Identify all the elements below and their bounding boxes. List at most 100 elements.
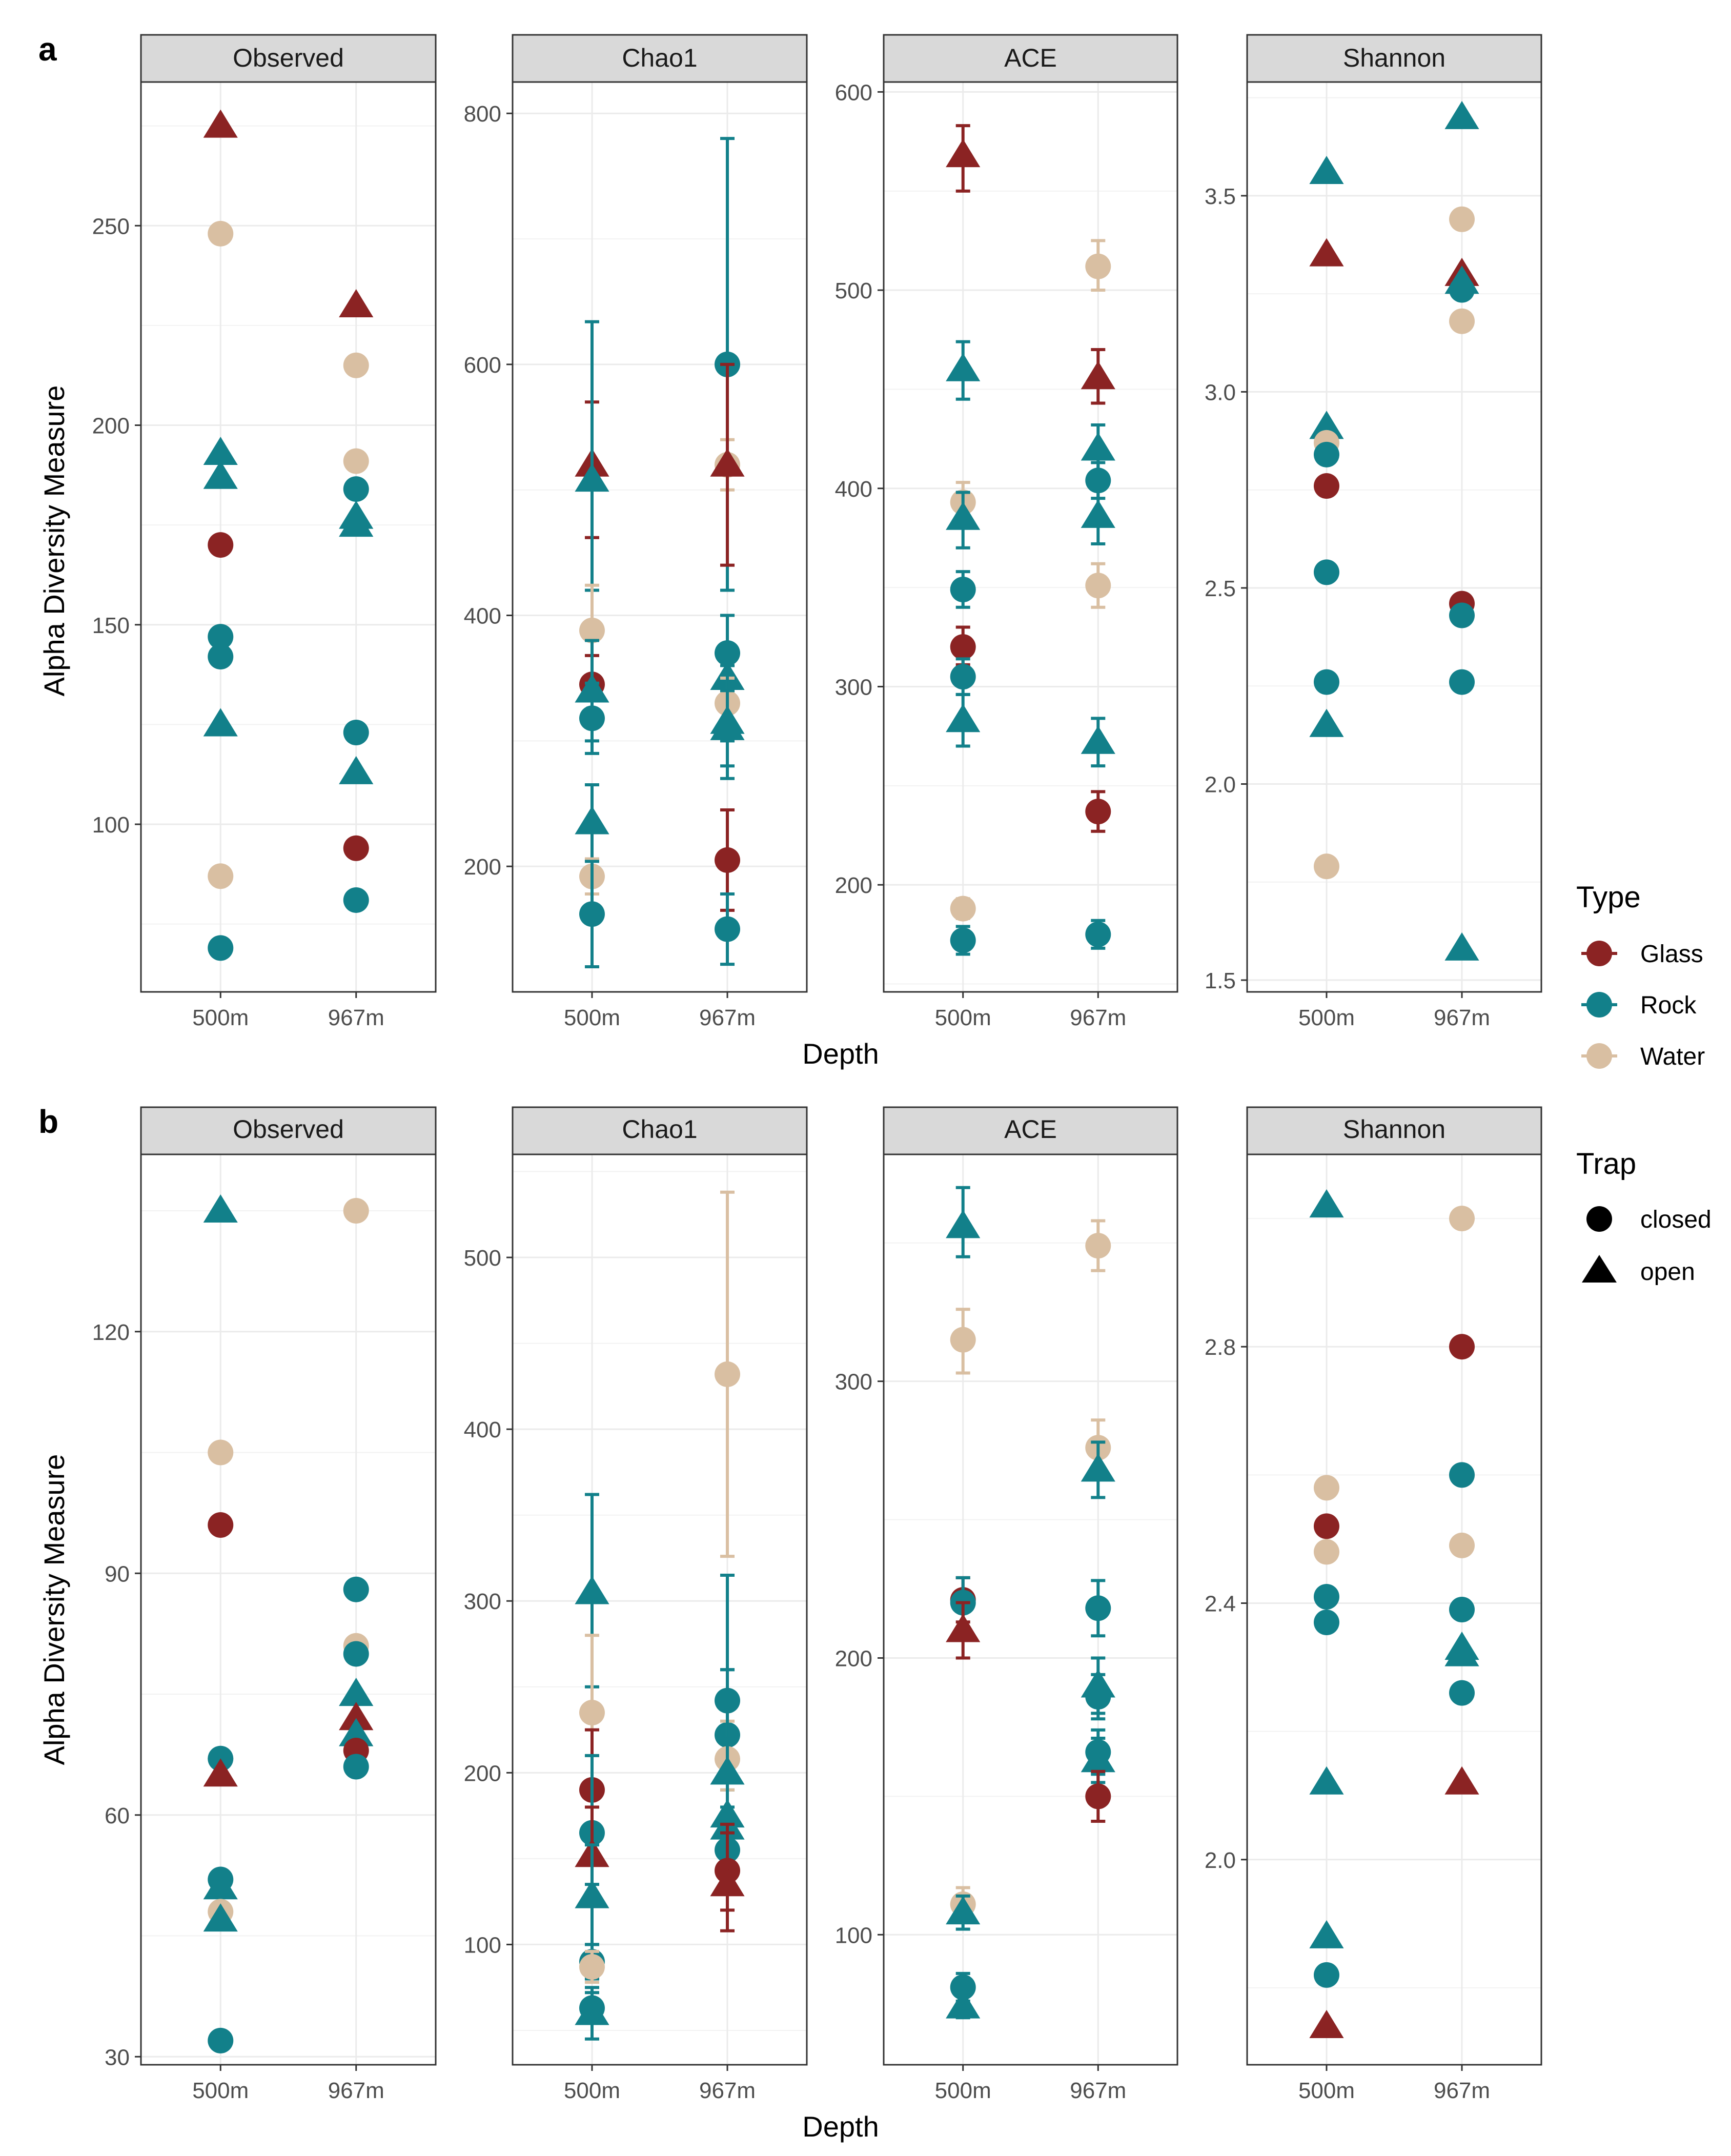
data-point-rock-open — [1309, 1766, 1344, 1795]
data-point-rock-closed — [208, 935, 234, 961]
x-tick-label: 500m — [1298, 1005, 1355, 1030]
data-point-water-closed — [208, 1439, 234, 1466]
y-tick-label: 2.0 — [1205, 772, 1236, 798]
facet-strip — [512, 34, 808, 83]
data-point-rock-open — [946, 1210, 981, 1238]
panel-label: a — [38, 31, 57, 68]
data-point-glass-open — [710, 1868, 745, 1897]
data-point-rock-open — [1309, 155, 1344, 185]
facet-strip — [140, 34, 437, 83]
data-point-glass-closed — [1449, 1334, 1475, 1360]
data-point-water-closed — [579, 1954, 605, 1980]
facet-shannon: Shannon 2.0 2.4 2.8 500m 967m — [1205, 1106, 1542, 2103]
facet-observed: Observed 30 60 90 120 500m 967m — [92, 1106, 437, 2103]
data-point-water-closed — [579, 1700, 605, 1726]
data-point-water-closed — [950, 896, 976, 922]
y-tick-label: 300 — [835, 1370, 872, 1395]
y-tick-label: 800 — [464, 101, 501, 127]
data-point-rock-closed — [1313, 559, 1339, 585]
data-point-rock-closed — [343, 887, 369, 913]
data-point-rock-open — [203, 460, 238, 489]
data-point-rock-closed — [1085, 1684, 1111, 1710]
y-tick-label: 250 — [92, 214, 130, 239]
panel-border — [512, 1153, 808, 2066]
facet-title: ACE — [1004, 44, 1057, 72]
y-tick-label: 200 — [835, 1646, 872, 1671]
data-point-rock-open — [575, 1880, 609, 1908]
y-tick-label: 3.0 — [1205, 380, 1236, 405]
data-point-rock-open — [575, 1997, 609, 2025]
x-tick-label: 500m — [192, 1005, 249, 1030]
data-point-rock-closed — [950, 576, 976, 602]
data-point-rock-open — [1309, 411, 1344, 439]
data-point-water-closed — [1313, 1475, 1339, 1501]
facet-title: Chao1 — [622, 44, 697, 72]
data-point-water-closed — [1449, 206, 1475, 232]
y-tick-label: 300 — [835, 675, 872, 700]
facet-title: Shannon — [1343, 44, 1445, 72]
panel-border — [883, 81, 1178, 993]
data-point-rock-open — [203, 1903, 238, 1932]
y-tick-label: 400 — [464, 604, 501, 629]
data-point-rock-open — [946, 704, 981, 733]
data-point-water-closed — [1449, 1532, 1475, 1558]
panel-border — [512, 81, 808, 993]
data-point-rock-closed — [1449, 1680, 1475, 1706]
facet-strip — [883, 34, 1178, 83]
data-point-water-closed — [1449, 308, 1475, 334]
panel-border — [1246, 1153, 1542, 2066]
data-point-rock-closed — [1449, 669, 1475, 695]
data-point-rock-open — [946, 1896, 981, 1925]
y-tick-label: 600 — [835, 80, 872, 105]
y-tick-label: 200 — [92, 414, 130, 439]
data-point-glass-closed — [1313, 473, 1339, 499]
y-tick-label: 90 — [105, 1561, 130, 1587]
x-tick-label: 500m — [192, 2078, 249, 2103]
data-point-glass-closed — [208, 532, 234, 558]
data-point-glass-open — [1309, 238, 1344, 267]
y-tick-label: 2.0 — [1205, 1848, 1236, 1873]
data-point-rock-closed — [715, 916, 741, 942]
facet-title: Shannon — [1343, 1115, 1445, 1144]
legend-label-closed: closed — [1640, 1206, 1712, 1233]
facet-title: Chao1 — [622, 1115, 697, 1144]
facet-strip — [883, 1106, 1178, 1155]
data-point-rock-open — [575, 806, 609, 835]
data-point-rock-closed — [208, 644, 234, 670]
data-point-rock-open — [203, 1194, 238, 1223]
data-point-glass-open — [946, 1614, 981, 1642]
x-tick-label: 500m — [1298, 2078, 1355, 2103]
data-point-rock-closed — [343, 1576, 369, 1602]
data-point-rock-open — [203, 1871, 238, 1900]
facet-strip — [1246, 1106, 1542, 1155]
data-point-rock-closed — [343, 1754, 369, 1780]
legend-label-rock: Rock — [1640, 992, 1697, 1019]
x-tick-label: 500m — [564, 1005, 620, 1030]
data-point-rock-open — [203, 708, 238, 737]
y-axis-label: Alpha Diversity Measure — [38, 1454, 70, 1765]
y-axis-label: Alpha Diversity Measure — [38, 385, 70, 697]
data-point-rock-open — [575, 463, 609, 492]
y-tick-label: 120 — [92, 1320, 130, 1345]
facet-title: ACE — [1004, 1115, 1057, 1144]
data-point-glass-open — [339, 1702, 374, 1731]
data-point-rock-open — [710, 711, 745, 740]
data-point-glass-open — [203, 1758, 238, 1787]
facet-strip — [512, 1106, 808, 1155]
data-point-water-closed — [1085, 1233, 1111, 1259]
x-tick-label: 967m — [1434, 2078, 1490, 2103]
y-tick-label: 600 — [464, 353, 501, 378]
data-point-rock-open — [339, 509, 374, 537]
legend-trap-title: Trap — [1576, 1147, 1636, 1181]
legend-key-closed — [1586, 1206, 1612, 1232]
data-point-rock-closed — [1313, 1962, 1339, 1988]
data-point-rock-closed — [950, 1974, 976, 2000]
y-tick-label: 100 — [92, 812, 130, 838]
data-point-rock-closed — [1313, 669, 1339, 695]
data-point-glass-closed — [715, 847, 741, 873]
data-point-rock-open — [1309, 708, 1344, 737]
data-point-glass-open — [1081, 361, 1115, 390]
y-tick-label: 100 — [464, 1933, 501, 1958]
data-point-rock-closed — [1449, 1462, 1475, 1488]
